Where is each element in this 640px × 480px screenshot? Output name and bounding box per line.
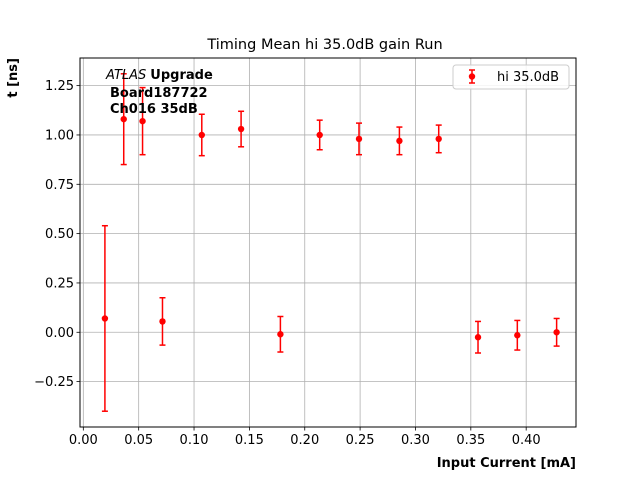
x-tick-label: 0.10 — [180, 433, 209, 448]
y-axis: −0.25 0.00 0.25 0.50 0.75 1.00 1.25 — [34, 79, 80, 390]
y-tick-label: 1.00 — [45, 128, 74, 143]
data-point — [139, 117, 146, 125]
board-annotation: Board187722 — [110, 86, 208, 101]
data-point — [474, 334, 482, 341]
y-tick-label: 0.00 — [45, 326, 74, 341]
atlas-annotation: ATLAS Upgrade — [105, 68, 213, 83]
x-tick-label: 0.05 — [124, 433, 153, 448]
data-point — [198, 131, 205, 139]
data-point — [120, 115, 127, 123]
data-point — [553, 329, 560, 336]
x-tick-label: 0.15 — [235, 433, 264, 448]
x-tick-label: 0.00 — [69, 433, 98, 448]
data-point — [355, 135, 363, 143]
y-tick-label: −0.25 — [34, 375, 74, 390]
chart-title: Timing Mean hi 35.0dB gain Run — [206, 37, 442, 53]
data-point — [159, 318, 166, 325]
data-point — [514, 332, 521, 339]
x-tick-label: 0.30 — [401, 433, 430, 448]
legend: hi 35.0dB — [452, 64, 570, 90]
y-tick-label: 0.25 — [45, 276, 74, 291]
legend-box — [452, 64, 570, 90]
data-point — [316, 131, 323, 139]
x-tick-label: 0.25 — [346, 433, 375, 448]
series-layer — [101, 73, 560, 412]
atlas-italic: ATLAS — [105, 68, 146, 83]
y-tick-label: 1.25 — [45, 79, 74, 94]
x-axis: 0.00 0.05 0.10 0.15 0.20 0.25 0.30 0.35 0.40 — [69, 427, 541, 448]
plot-frame — [79, 57, 577, 428]
grid — [80, 58, 576, 427]
data-point — [396, 137, 403, 145]
legend-label: hi 35.0dB — [497, 70, 559, 85]
y-tick-label: 0.50 — [45, 227, 74, 242]
data-point — [237, 125, 245, 133]
x-axis-label: Input Current [mA] — [437, 456, 576, 471]
legend-marker — [468, 73, 476, 80]
x-tick-label: 0.40 — [512, 433, 541, 448]
y-tick-label: 0.75 — [45, 178, 74, 193]
atlas-upgrade: Upgrade — [150, 68, 213, 83]
series-hi-35.0db — [101, 73, 560, 412]
data-point — [101, 315, 109, 322]
data-point — [435, 135, 442, 143]
data-point — [277, 331, 284, 338]
x-tick-label: 0.20 — [290, 433, 319, 448]
x-tick-label: 0.35 — [456, 433, 485, 448]
y-axis-label: t [ns] — [6, 58, 21, 98]
channel-annotation: Ch016 35dB — [110, 102, 198, 117]
